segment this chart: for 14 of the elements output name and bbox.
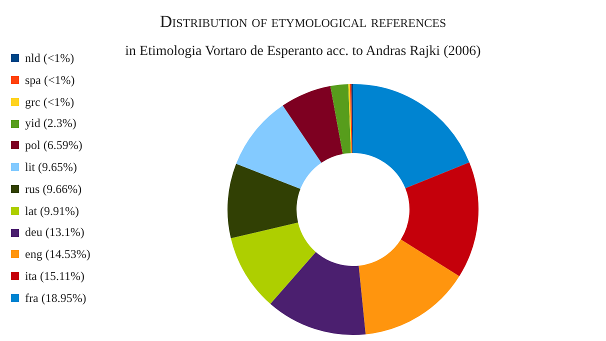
legend-label: yid (2.3%) — [25, 116, 76, 130]
legend-label: lat (9.91%) — [25, 204, 79, 218]
legend-label: spa (<1%) — [25, 72, 75, 87]
chart-title: Distribution of etymological references — [158, 12, 448, 32]
legend-label: grc (<1%) — [25, 94, 74, 109]
chart-subtitle: in Etimologia Vortaro de Esperanto acc. to Andras Rajki (2006) — [125, 44, 481, 59]
legend-label: deu (13.1%) — [25, 225, 84, 240]
legend-label: lit (9.65%) — [25, 160, 77, 174]
legend-label: eng (14.53%) — [25, 247, 90, 262]
legend-label: fra (18.95%) — [25, 290, 86, 305]
legend-label: pol (6.59%) — [25, 138, 82, 152]
legend-label: rus (9.66%) — [25, 182, 82, 196]
legend-label: nld (<1%) — [25, 51, 74, 65]
legend-label: ita (15.11%) — [25, 268, 85, 283]
